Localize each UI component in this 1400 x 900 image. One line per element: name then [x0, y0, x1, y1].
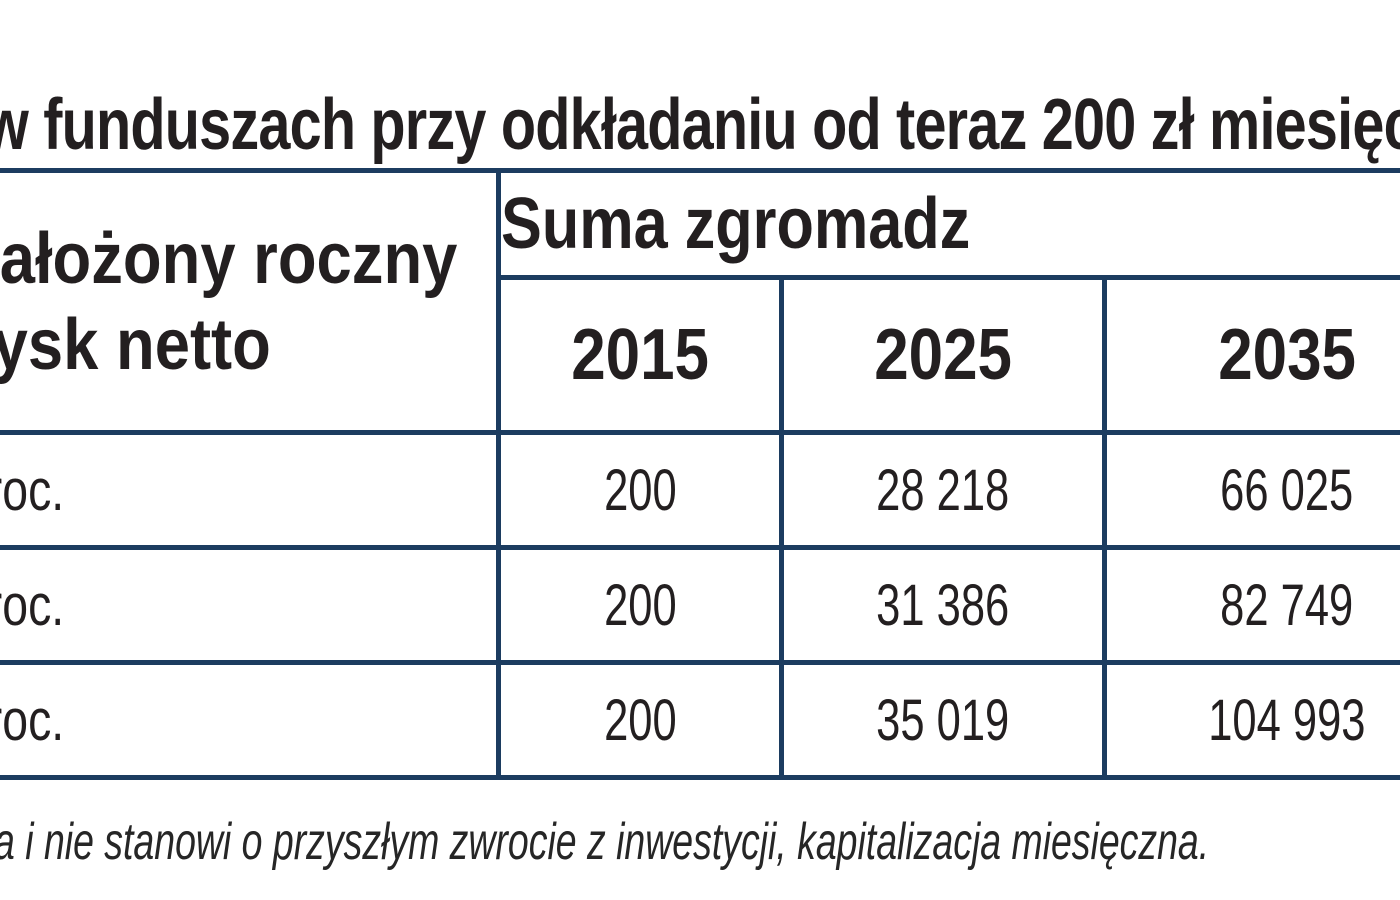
- row-header-line2: zysk netto: [0, 304, 271, 385]
- value-text: 104 993: [1208, 687, 1366, 753]
- value-text: 66 025: [1220, 457, 1354, 523]
- year-header-2015: 2015: [496, 275, 784, 435]
- row-label-text: proc.: [0, 687, 65, 753]
- value-cell-2015: 200: [496, 660, 784, 780]
- chart-title-text: w funduszach przy odkładaniu od teraz 20…: [0, 85, 1400, 165]
- value-text: 35 019: [876, 687, 1010, 753]
- value-cell-2015: 200: [496, 430, 784, 550]
- year-header-2035-text: 2035: [1218, 315, 1356, 395]
- value-text: 31 386: [876, 572, 1010, 638]
- row-label-text: proc.: [0, 572, 65, 638]
- value-cell-2015: 200: [496, 545, 784, 665]
- row-label-cell: proc.: [0, 660, 501, 780]
- group-header-text: Suma zgromadz: [501, 184, 971, 264]
- footnote: a i nie stanowi o przyszłym zwrocie z in…: [0, 812, 1400, 872]
- value-text: 28 218: [876, 457, 1010, 523]
- value-cell-2035: 104 993: [1101, 660, 1400, 780]
- value-text: 200: [603, 457, 677, 523]
- year-header-2035: 2035: [1101, 275, 1400, 435]
- row-header-cell: Założony roczny zysk netto: [0, 168, 501, 435]
- year-header-2015-text: 2015: [571, 315, 709, 395]
- value-text: 82 749: [1220, 572, 1354, 638]
- row-label-cell: proc.: [0, 545, 501, 665]
- value-cell-2025: 28 218: [779, 430, 1107, 550]
- row-header-line1: Założony roczny: [0, 218, 458, 299]
- value-text: 200: [603, 687, 677, 753]
- table-header-row-years: 2015 2025 2035: [0, 275, 1400, 435]
- row-label-text: proc.: [0, 457, 65, 523]
- footnote-text: a i nie stanowi o przyszłym zwrocie z in…: [0, 813, 1210, 871]
- chart-title: w funduszach przy odkładaniu od teraz 20…: [0, 84, 1400, 166]
- table-row: proc. 200 31 386 82 749: [0, 545, 1400, 665]
- row-label-cell: proc.: [0, 430, 501, 550]
- value-cell-2025: 35 019: [779, 660, 1107, 780]
- table-header-row-group: Założony roczny zysk netto Suma zgromadz: [0, 168, 1400, 435]
- savings-table: Założony roczny zysk netto Suma zgromadz…: [0, 168, 1400, 780]
- value-cell-2035: 66 025: [1101, 430, 1400, 550]
- year-header-2025-text: 2025: [874, 315, 1012, 395]
- table-row: proc. 200 35 019 104 993: [0, 660, 1400, 780]
- value-cell-2035: 82 749: [1101, 545, 1400, 665]
- value-cell-2025: 31 386: [779, 545, 1107, 665]
- table-row: proc. 200 28 218 66 025: [0, 430, 1400, 550]
- value-text: 200: [603, 572, 677, 638]
- year-header-2025: 2025: [779, 275, 1107, 435]
- group-header-cell: Suma zgromadz: [495, 168, 1400, 280]
